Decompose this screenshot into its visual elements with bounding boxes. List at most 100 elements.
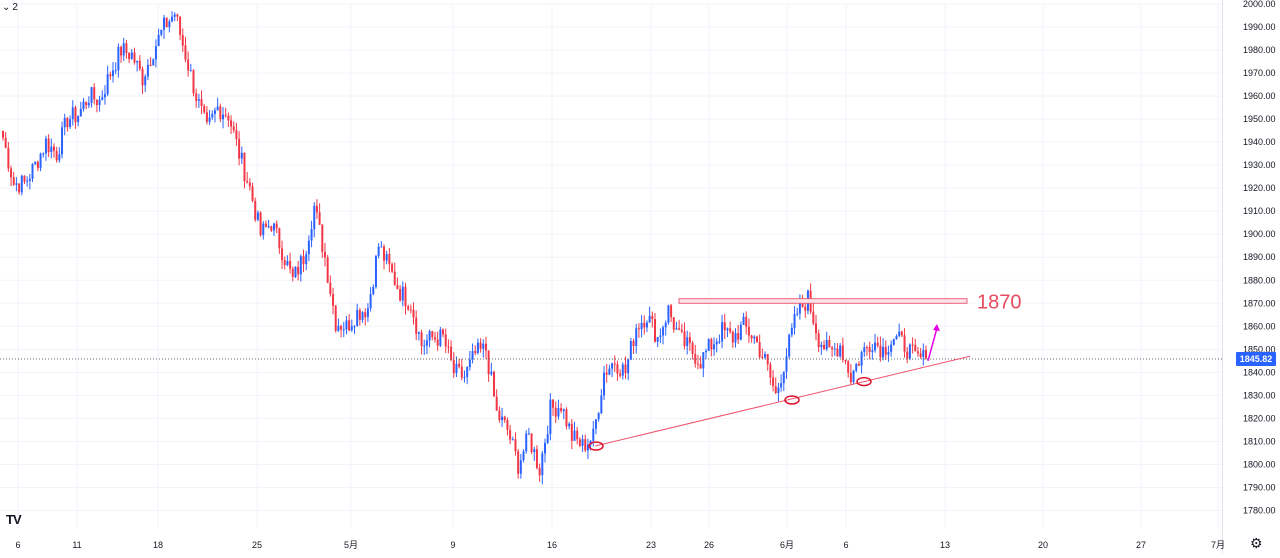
candle [511, 436, 514, 441]
candle-body [31, 163, 34, 179]
candle [425, 334, 428, 355]
y-tick-label: 1880.00 [1243, 275, 1276, 285]
candle-body [632, 341, 635, 347]
candle [114, 62, 117, 75]
candle [611, 362, 614, 378]
candle [790, 323, 793, 338]
candle-body [892, 339, 895, 345]
candle [758, 334, 761, 360]
candle-body [436, 339, 439, 346]
candle [788, 333, 791, 359]
candle-body [527, 433, 530, 435]
candle [342, 321, 345, 337]
candle-body [855, 364, 858, 371]
candle [452, 352, 455, 378]
candle-body [525, 433, 528, 452]
candle-body [289, 261, 292, 269]
candle-body [138, 60, 141, 69]
interval-selector[interactable]: ⌄ 2 [2, 2, 18, 13]
candle-body [594, 419, 597, 429]
swing-low-marker [784, 395, 800, 405]
candle-body [425, 340, 428, 346]
candle-body [688, 337, 691, 344]
candle-body [874, 342, 877, 351]
candle [254, 197, 257, 223]
candle-body [439, 329, 442, 346]
candle-body [4, 137, 7, 148]
candle [374, 254, 377, 289]
chevron-down-icon: ⌄ [2, 2, 11, 13]
x-tick-label: 27 [1136, 540, 1146, 550]
candle [820, 341, 823, 355]
candle [366, 303, 369, 322]
candle [69, 115, 72, 130]
candle-body [342, 329, 345, 331]
candle [662, 325, 665, 345]
x-tick-label: 13 [940, 540, 950, 550]
candle [766, 354, 769, 371]
candle-body [817, 333, 820, 348]
candle [535, 445, 538, 470]
candle [350, 319, 353, 332]
candle-body [224, 114, 227, 116]
candle-body [546, 434, 549, 443]
candle-body [667, 305, 670, 323]
candle [74, 105, 77, 129]
candle [680, 323, 683, 334]
candle-body [780, 383, 783, 388]
y-tick-label: 1840.00 [1243, 367, 1276, 377]
candle [171, 11, 174, 23]
candle [667, 304, 670, 325]
candle-body [450, 346, 453, 361]
candle-body [793, 314, 796, 328]
candle [501, 407, 504, 428]
candle [345, 315, 348, 335]
candle [415, 310, 418, 341]
candle-body [713, 344, 716, 350]
candle-body [55, 151, 58, 161]
gear-icon[interactable]: ⚙ [1250, 535, 1263, 551]
candle-body [377, 246, 380, 256]
candle [444, 328, 447, 354]
candle-body [259, 212, 262, 236]
candle [136, 60, 139, 72]
interval-label: 2 [12, 2, 18, 13]
candle [286, 255, 289, 267]
resistance-zone [678, 298, 968, 304]
candle-body [798, 301, 801, 314]
candle-body [616, 364, 619, 374]
candle-body [482, 343, 485, 349]
candle [259, 211, 262, 237]
candle [890, 340, 893, 357]
candle-body [120, 46, 123, 56]
candle [404, 282, 407, 315]
candle-body [270, 226, 273, 231]
candle [493, 370, 496, 397]
candle-body [404, 286, 407, 307]
candle [243, 152, 246, 189]
candle [275, 220, 278, 234]
candle-body [710, 339, 713, 350]
candle [12, 171, 15, 187]
candle-body [535, 449, 538, 468]
candle-body [205, 112, 208, 122]
candle-body [680, 329, 683, 332]
candle [616, 360, 619, 381]
candle-body [23, 175, 26, 182]
candle-body [36, 161, 39, 169]
candle [393, 262, 396, 286]
candle-body [447, 346, 450, 348]
candle [219, 103, 222, 123]
candle-body [670, 305, 673, 318]
candle-body [240, 152, 243, 159]
candle-body [600, 395, 603, 414]
candle-body [305, 254, 308, 265]
candle-body [487, 350, 490, 375]
y-tick-label: 1800.00 [1243, 459, 1276, 469]
candle-body [106, 74, 109, 95]
candle [213, 107, 216, 123]
candle-body [184, 45, 187, 60]
y-tick-label: 1900.00 [1243, 229, 1276, 239]
